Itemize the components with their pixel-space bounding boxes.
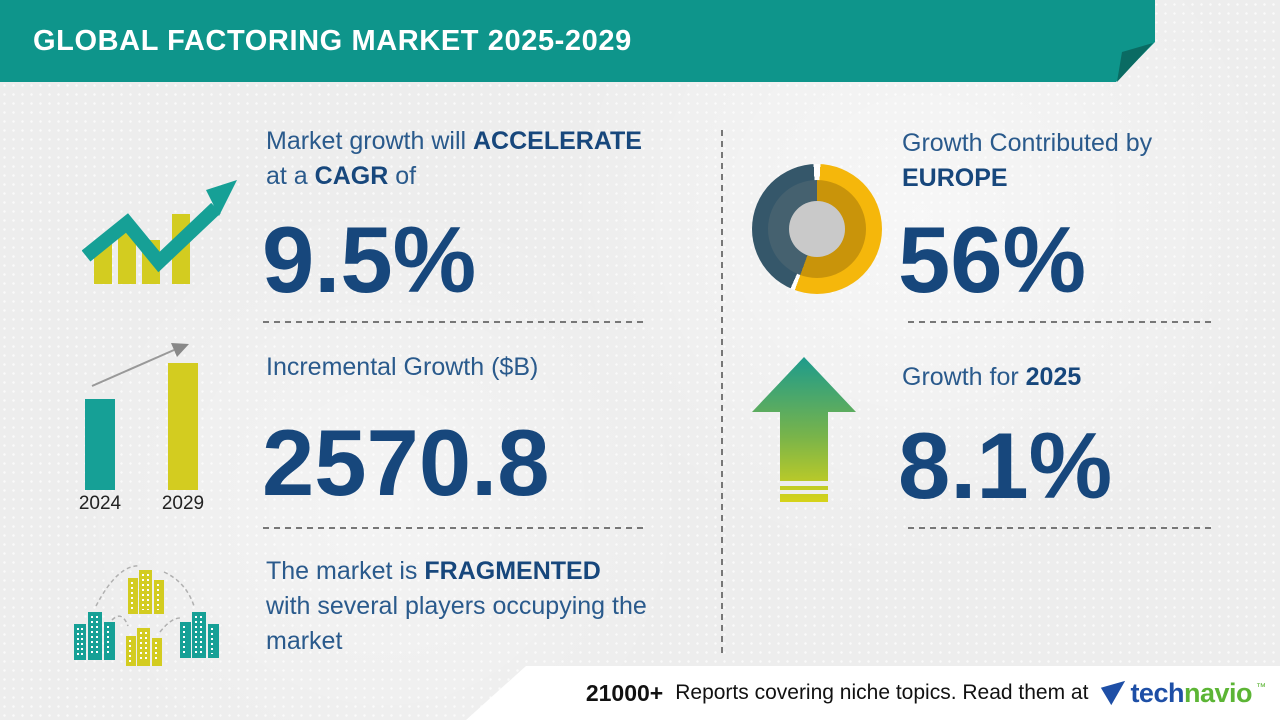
cagr-heading-line1: Market growth will ACCELERATE [266, 127, 642, 155]
reports-count: 21000+ [585, 679, 664, 706]
growth-2025-year: 2025 [1025, 363, 1082, 391]
up-arrow-icon [752, 357, 856, 502]
year-label-2029: 2029 [161, 493, 205, 514]
footer-message: Reports covering niche topics. Read them… [675, 681, 1089, 704]
fragmented-line3: market [266, 627, 343, 655]
cagr-accelerate-text: ACCELERATE [473, 127, 642, 155]
europe-label: Growth Contributed by [902, 129, 1153, 157]
fragmented-line2: with several players occupying the [266, 592, 647, 620]
technavio-wordmark: technavio [1130, 678, 1252, 709]
growth-2025-value: 8.1% [898, 413, 1113, 518]
donut-center-circle [789, 201, 845, 257]
growth-2025-label: Growth for [902, 363, 1026, 391]
header-banner [0, 0, 1155, 82]
europe-heading: Growth Contributed by EUROPE [902, 126, 1152, 196]
cagr-term-text: CAGR [314, 162, 389, 190]
europe-value: 56% [898, 207, 1087, 312]
incremental-value: 2570.8 [262, 410, 550, 515]
cagr-heading: Market growth will ACCELERATE at a CAGR … [266, 124, 642, 194]
buildings-icon [74, 565, 219, 666]
section-divider-right-2 [908, 527, 1214, 529]
europe-region: EUROPE [902, 164, 1008, 192]
growth-chart-icon [82, 180, 237, 284]
technavio-arrow-icon [1101, 680, 1126, 706]
technavio-logo[interactable]: technavio ™ [1100, 678, 1266, 709]
cagr-text-regular3: of [388, 162, 417, 190]
footer-bar: 21000+ Reports covering niche topics. Re… [466, 666, 1280, 720]
logo-tech-text: tech [1130, 677, 1184, 708]
logo-navio-text: navio [1183, 677, 1253, 708]
year-label-2024: 2024 [78, 493, 122, 514]
column-divider [721, 130, 723, 658]
logo-trademark: ™ [1256, 681, 1266, 693]
fragmented-text: The market is FRAGMENTED with several pl… [266, 554, 647, 659]
donut-chart-icon [752, 164, 882, 294]
cagr-value: 9.5% [262, 207, 477, 312]
growth-2025-heading: Growth for 2025 [902, 360, 1081, 395]
fragmented-regular: The market is [266, 557, 425, 585]
fragmented-bold: FRAGMENTED [424, 557, 601, 585]
fragmented-line1: The market is FRAGMENTED [266, 557, 601, 585]
incremental-label: Incremental Growth ($B) [266, 353, 539, 381]
section-divider-left-1 [263, 321, 648, 323]
cagr-text-regular: Market growth will [266, 127, 473, 155]
section-divider-left-2 [263, 527, 648, 529]
bar-chart-icon [85, 343, 198, 490]
cagr-heading-line2: at a CAGR of [266, 162, 416, 190]
page-title: GLOBAL FACTORING MARKET 2025-2029 [33, 25, 632, 57]
section-divider-right-1 [908, 321, 1214, 323]
cagr-text-regular2: at a [266, 162, 315, 190]
